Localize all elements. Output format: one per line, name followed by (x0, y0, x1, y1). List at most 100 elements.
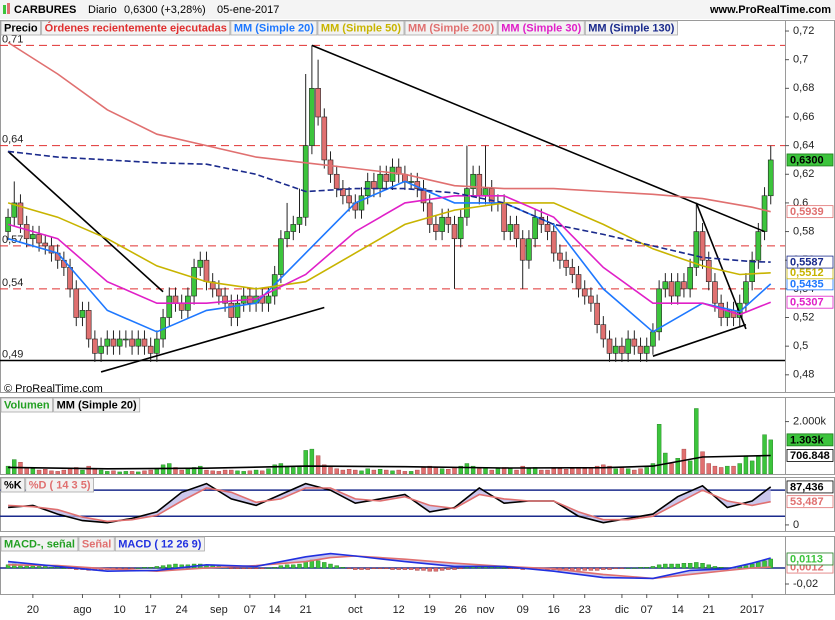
candle-body (222, 295, 228, 304)
bar (408, 567, 414, 570)
x-tick-label: oct (348, 604, 363, 616)
legend-box (584, 20, 678, 36)
y-tick-label: 0,52 (793, 311, 814, 323)
bar (576, 567, 581, 571)
bar (266, 468, 271, 474)
candle-body (650, 331, 656, 347)
value-tag-label: 0,5587 (790, 256, 824, 268)
x-tick-label: 26 (455, 604, 467, 616)
value-tag (786, 480, 834, 494)
trend-line (695, 202, 747, 330)
candle-body (712, 281, 718, 304)
candle-body (550, 231, 557, 254)
bar (36, 469, 42, 474)
value-tag-label: 0,6300 (790, 154, 824, 166)
candle-body (569, 267, 576, 275)
candle-body (333, 173, 340, 189)
bar (235, 470, 240, 474)
candle-body (321, 116, 328, 161)
candle-body (612, 345, 619, 354)
bar (322, 464, 327, 474)
y-tick-label: 0,72 (793, 25, 814, 37)
bar (229, 469, 234, 474)
bar (315, 560, 321, 569)
legend-box (0, 477, 26, 493)
bar (607, 567, 612, 570)
x-tick-label: 14 (269, 604, 281, 616)
bar (49, 470, 54, 474)
bar (452, 567, 457, 570)
series-line (8, 552, 771, 580)
candle-body (73, 288, 80, 318)
bar (415, 469, 420, 474)
x-tick-label: 10 (114, 604, 126, 616)
bar (396, 469, 401, 474)
bar (272, 464, 277, 474)
legend-entry: Señal (82, 538, 111, 550)
bar (557, 468, 563, 474)
candle-body (197, 259, 204, 268)
bar (43, 566, 48, 569)
candle-body (209, 281, 216, 290)
bar (551, 468, 556, 474)
trend-line (7, 150, 164, 293)
bar (508, 567, 513, 570)
bar (458, 465, 463, 474)
candle-body (30, 234, 36, 240)
candle-body (296, 216, 303, 225)
legend-entry: Precio (4, 22, 38, 34)
bar (718, 567, 724, 569)
bar (632, 567, 637, 569)
value-tag-label: 706.848 (790, 450, 830, 462)
bar (687, 460, 693, 474)
candle-body (383, 173, 390, 182)
legend-box (404, 20, 498, 36)
bar (669, 563, 674, 569)
legend-entry: MM (Simple 200) (408, 22, 495, 34)
candle-body (141, 338, 148, 347)
candle-body (445, 216, 452, 225)
bar (433, 467, 439, 474)
y-tick-label: 0,58 (793, 225, 814, 237)
candle-body (761, 195, 768, 232)
candle-body (377, 173, 383, 189)
bar (241, 471, 246, 474)
candle-body (674, 281, 681, 297)
x-tick-label: 19 (424, 604, 436, 616)
bar (743, 455, 749, 474)
bar (489, 469, 494, 474)
bar (638, 468, 643, 474)
bar (545, 469, 550, 474)
bar (427, 567, 432, 572)
x-tick-label: 07 (244, 604, 256, 616)
candle-body (482, 188, 489, 197)
bar (694, 562, 699, 569)
legend-box (0, 536, 79, 552)
legend-box (25, 477, 94, 493)
bar (291, 467, 296, 474)
value-tag-label: 1.303k (790, 434, 825, 446)
candle-body (457, 216, 464, 240)
bar (694, 408, 699, 474)
bar (756, 455, 761, 474)
bar (328, 467, 333, 474)
bar (718, 467, 724, 474)
series-line (8, 487, 771, 523)
y-tick-label: 0,62 (793, 168, 814, 180)
bar (167, 564, 172, 569)
legend-entry: %K (4, 479, 22, 491)
bar (681, 563, 687, 569)
bar (594, 567, 600, 571)
bar (687, 563, 693, 569)
candle-body (619, 345, 625, 354)
bar (656, 424, 662, 474)
legend-entry: MM (Simple 20) (234, 22, 314, 34)
bar (67, 468, 73, 474)
y-tick-label: -0,02 (793, 578, 818, 590)
candle-body (662, 281, 669, 290)
bar (229, 567, 234, 570)
series-line (8, 454, 771, 470)
bar (204, 469, 209, 474)
candle-body (668, 281, 675, 297)
legend-box (317, 20, 405, 36)
